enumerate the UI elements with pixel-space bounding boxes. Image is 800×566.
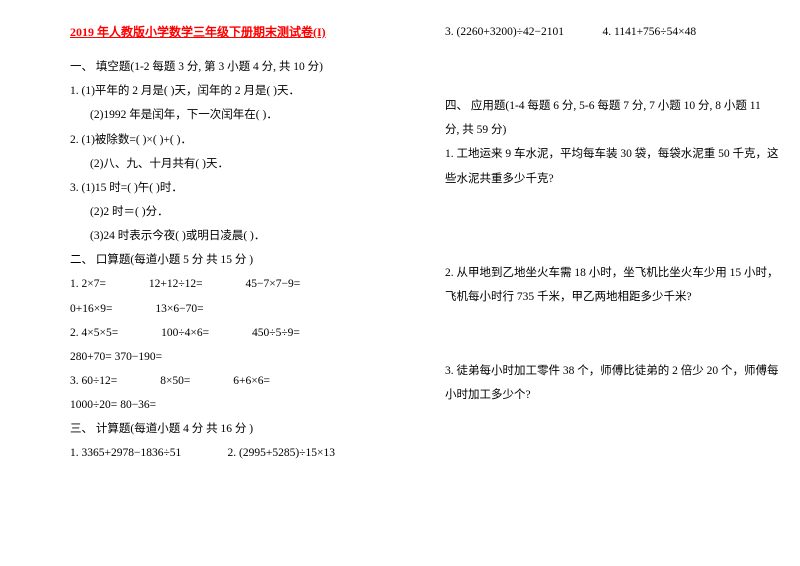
cell: 1. 2×7= (70, 278, 106, 290)
exam-document: 2019 年人教版小学数学三年级下册期末测试卷(I) 一、 填空题(1-2 每题… (0, 0, 800, 560)
cell: 370−190= (115, 351, 162, 363)
q3-1: 3. (1)15 时=( )午( )时． (70, 176, 385, 200)
cell: 45−7×7−9= (246, 278, 301, 290)
cell: 100÷4×6= (161, 327, 209, 339)
cell: 80−36= (120, 399, 156, 411)
section-4-head: 四、 应用题(1-4 每题 6 分, 5-6 每题 7 分, 7 小题 10 分… (445, 94, 760, 118)
q3-3: (3)24 时表示今夜( )或明日凌晨( )． (70, 224, 385, 248)
app-q1b: 些水泥共重多少千克? (445, 167, 760, 191)
cell: 0+16×9= (70, 303, 112, 315)
app-q3b: 小时加工多少个? (445, 383, 760, 407)
cell: 2. 4×5×5= (70, 327, 118, 339)
q1-1: 1. (1)平年的 2 月是( )天，闰年的 2 月是( )天． (70, 79, 385, 103)
mental-row: 280+70= 370−190= (70, 345, 385, 369)
q1-2: (2)1992 年是闰年，下一次闰年在( )． (70, 103, 385, 127)
mental-row: 1000÷20= 80−36= (70, 393, 385, 417)
exam-title: 2019 年人教版小学数学三年级下册期末测试卷(I) (70, 20, 385, 45)
section-4-head2: 分, 共 59 分) (445, 118, 760, 142)
cell: 8×50= (160, 375, 190, 387)
cell: 1000÷20= (70, 399, 117, 411)
spacer (445, 309, 760, 359)
mental-row: 1. 2×7= 12+12÷12= 45−7×7−9= (70, 272, 385, 296)
cell: 280+70= (70, 351, 112, 363)
cell: 6+6×6= (233, 375, 270, 387)
calc-row: 3. (2260+3200)÷42−2101 4. 1141+756÷54×48 (445, 20, 760, 44)
cell: 13×6−70= (155, 303, 203, 315)
mental-row: 3. 60÷12= 8×50= 6+6×6= (70, 369, 385, 393)
cell: 2. (2995+5285)÷15×13 (228, 441, 386, 465)
mental-row: 2. 4×5×5= 100÷4×6= 450÷5÷9= (70, 321, 385, 345)
cell: 4. 1141+756÷54×48 (603, 20, 761, 44)
section-2-head: 二、 口算题(每道小题 5 分 共 15 分 ) (70, 248, 385, 272)
section-3-head: 三、 计算题(每道小题 4 分 共 16 分 ) (70, 417, 385, 441)
spacer (445, 44, 760, 94)
mental-row: 0+16×9= 13×6−70= (70, 297, 385, 321)
cell: 3. 60÷12= (70, 375, 117, 387)
app-q2a: 2. 从甲地到乙地坐火车需 18 小时，坐飞机比坐火车少用 15 小时， (445, 261, 760, 285)
app-q2b: 飞机每小时行 735 千米，甲乙两地相距多少千米? (445, 285, 760, 309)
app-q1a: 1. 工地运来 9 车水泥，平均每车装 30 袋，每袋水泥重 50 千克，这 (445, 142, 760, 166)
cell: 450÷5÷9= (252, 327, 300, 339)
q3-2: (2)2 时＝( )分． (70, 200, 385, 224)
section-1-head: 一、 填空题(1-2 每题 3 分, 第 3 小题 4 分, 共 10 分) (70, 55, 385, 79)
q2-1: 2. (1)被除数=( )×( )+( )． (70, 128, 385, 152)
app-q3a: 3. 徒弟每小时加工零件 38 个，师傅比徒弟的 2 倍少 20 个，师傅每 (445, 359, 760, 383)
cell: 1. 3365+2978−1836÷51 (70, 441, 228, 465)
q2-2: (2)八、九、十月共有( )天． (70, 152, 385, 176)
cell: 3. (2260+3200)÷42−2101 (445, 20, 603, 44)
cell: 12+12÷12= (149, 278, 203, 290)
spacer (445, 191, 760, 261)
calc-row: 1. 3365+2978−1836÷51 2. (2995+5285)÷15×1… (70, 441, 385, 465)
